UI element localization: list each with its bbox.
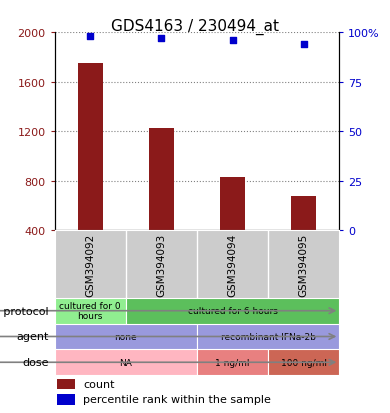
Bar xyxy=(126,298,339,324)
Text: recombinant IFNa-2b: recombinant IFNa-2b xyxy=(221,332,316,341)
Text: NA: NA xyxy=(119,358,132,367)
Bar xyxy=(197,324,339,349)
Text: 100 ng/ml: 100 ng/ml xyxy=(281,358,327,367)
Text: cultured for 6 hours: cultured for 6 hours xyxy=(188,306,277,316)
Text: none: none xyxy=(114,332,137,341)
Text: percentile rank within the sample: percentile rank within the sample xyxy=(83,394,271,404)
Bar xyxy=(149,128,174,231)
Bar xyxy=(57,379,74,389)
Bar xyxy=(55,324,197,349)
Bar xyxy=(268,349,339,375)
Text: dose: dose xyxy=(22,357,49,368)
Bar xyxy=(78,64,103,231)
Text: cultured for 0
hours: cultured for 0 hours xyxy=(59,301,121,320)
Text: GSM394092: GSM394092 xyxy=(85,233,95,296)
Point xyxy=(301,42,307,48)
Text: 1 ng/ml: 1 ng/ml xyxy=(215,358,250,367)
Bar xyxy=(197,349,268,375)
Text: GSM394095: GSM394095 xyxy=(299,233,309,296)
Text: agent: agent xyxy=(16,332,49,342)
Bar xyxy=(55,349,197,375)
Point xyxy=(87,34,93,40)
Bar xyxy=(220,178,245,231)
Point xyxy=(158,36,165,42)
Bar xyxy=(291,196,316,231)
Bar xyxy=(55,298,126,324)
Text: GSM394093: GSM394093 xyxy=(156,233,167,296)
Point xyxy=(229,38,236,44)
Text: GSM394094: GSM394094 xyxy=(227,233,238,296)
Text: GDS4163 / 230494_at: GDS4163 / 230494_at xyxy=(111,19,279,35)
Text: count: count xyxy=(83,379,115,389)
Text: growth protocol: growth protocol xyxy=(0,306,49,316)
Bar xyxy=(57,394,74,405)
